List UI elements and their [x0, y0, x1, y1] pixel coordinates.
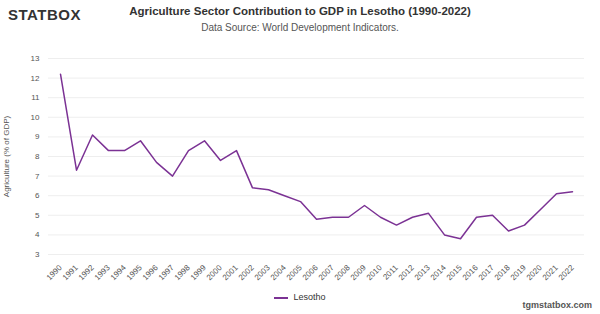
html-text:Lesotho: Lesotho	[293, 292, 326, 302]
svg-text:2005: 2005	[285, 263, 304, 282]
svg-text:2015: 2015	[445, 263, 464, 282]
svg-text:11: 11	[31, 93, 40, 102]
svg-text:2011: 2011	[381, 263, 400, 282]
svg-text:1995: 1995	[125, 263, 144, 282]
svg-text:9: 9	[35, 132, 40, 141]
svg-text:1993: 1993	[93, 263, 112, 282]
svg-text:1990: 1990	[45, 263, 64, 282]
svg-text:2013: 2013	[413, 263, 432, 282]
svg-text:2010: 2010	[365, 263, 384, 282]
svg-text:2019: 2019	[509, 263, 528, 282]
svg-text:1996: 1996	[141, 263, 160, 282]
svg-text:2012: 2012	[397, 263, 416, 282]
html-text:Data Source: World Development: Data Source: World Development Indicator…	[201, 22, 399, 33]
svg-text:2007: 2007	[317, 263, 336, 282]
svg-text:1992: 1992	[77, 263, 96, 282]
svg-text:1994: 1994	[109, 263, 128, 282]
svg-text:2021: 2021	[541, 263, 560, 282]
svg-text:2001: 2001	[221, 263, 240, 282]
svg-text:2009: 2009	[349, 263, 368, 282]
svg-text:2016: 2016	[461, 263, 480, 282]
svg-text:13: 13	[31, 54, 40, 63]
svg-text:2006: 2006	[301, 263, 320, 282]
svg-text:Agriculture (% of GDP): Agriculture (% of GDP)	[2, 115, 11, 197]
svg-text:4: 4	[35, 230, 40, 239]
svg-text:1997: 1997	[157, 263, 176, 282]
svg-text:2004: 2004	[269, 263, 288, 282]
svg-text:2017: 2017	[477, 263, 496, 282]
svg-text:2002: 2002	[237, 263, 256, 282]
svg-text:2000: 2000	[205, 263, 224, 282]
svg-text:10: 10	[31, 113, 40, 122]
svg-text:2008: 2008	[333, 263, 352, 282]
svg-text:6: 6	[35, 191, 40, 200]
html-text:STATBOX: STATBOX	[8, 6, 81, 23]
svg-text:1998: 1998	[173, 263, 192, 282]
svg-text:8: 8	[35, 152, 40, 161]
svg-text:2020: 2020	[525, 263, 544, 282]
svg-text:2022: 2022	[557, 263, 576, 282]
svg-text:7: 7	[35, 172, 40, 181]
html-text:Agriculture Sector Contributio: Agriculture Sector Contribution to GDP i…	[129, 5, 471, 17]
svg-text:5: 5	[35, 211, 40, 220]
svg-text:2014: 2014	[429, 263, 448, 282]
svg-text:2018: 2018	[493, 263, 512, 282]
svg-text:2003: 2003	[253, 263, 272, 282]
html-text:tgmstatbox.com: tgmstatbox.com	[522, 300, 592, 310]
svg-text:1991: 1991	[61, 263, 80, 282]
svg-text:12: 12	[31, 74, 40, 83]
svg-text:3: 3	[35, 250, 40, 259]
svg-text:1999: 1999	[189, 263, 208, 282]
